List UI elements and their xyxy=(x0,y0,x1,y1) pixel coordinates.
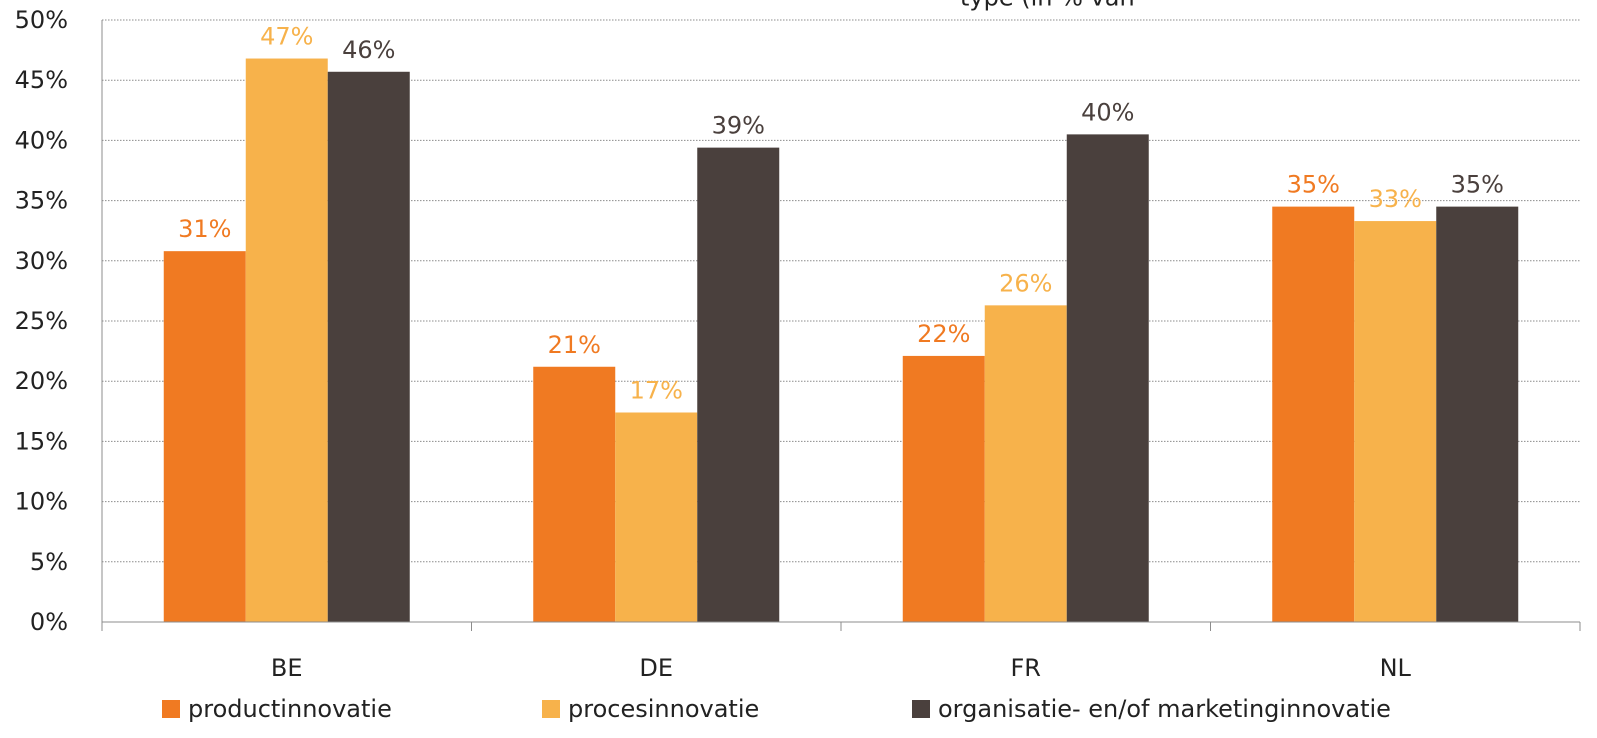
data-label: 22% xyxy=(917,320,970,348)
legend-swatch xyxy=(542,700,560,718)
data-label: 46% xyxy=(342,36,395,64)
bar-organisatie- en/of marketinginnovatie xyxy=(327,71,410,623)
data-label: 31% xyxy=(178,215,231,243)
bar-procesinnovatie xyxy=(1354,221,1437,622)
bar-productinnovatie xyxy=(533,366,616,622)
y-tick-label: 40% xyxy=(15,126,68,154)
legend: productinnovatie procesinnovatie organisat… xyxy=(162,695,1391,723)
y-tick-label: 5% xyxy=(30,548,68,576)
y-tick-label: 20% xyxy=(15,367,68,395)
data-label: 17% xyxy=(630,377,683,405)
x-axis: BE DE FR NL xyxy=(101,621,1581,682)
y-tick-label: 10% xyxy=(15,488,68,516)
legend-label: procesinnovatie xyxy=(568,695,759,723)
category-label: BE xyxy=(271,654,303,682)
bar-procesinnovatie xyxy=(984,305,1067,622)
category-label: FR xyxy=(1011,654,1041,682)
data-label: 39% xyxy=(712,112,765,140)
bar-procesinnovatie xyxy=(245,58,328,622)
y-tick-label: 15% xyxy=(15,427,68,455)
data-labels: 31% 21% 22% 35% 47% 17% 26% 33% 46% 39% 40% 35% xyxy=(178,23,1504,405)
bar-procesinnovatie xyxy=(615,412,698,622)
legend-label: productinnovatie xyxy=(188,695,392,723)
data-label: 33% xyxy=(1369,185,1422,213)
bar-productinnovatie xyxy=(902,355,985,622)
y-tick-label: 45% xyxy=(15,66,68,94)
legend-swatch xyxy=(912,700,930,718)
y-axis: 0% 5% 10% 15% 20% 25% 30% 35% 40% 45% 50% xyxy=(15,6,103,636)
y-tick-label: 50% xyxy=(15,6,68,34)
y-tick-label: 0% xyxy=(30,608,68,636)
bar-organisatie- en/of marketinginnovatie xyxy=(1436,206,1519,622)
bar-organisatie- en/of marketinginnovatie xyxy=(697,147,780,622)
data-label: 26% xyxy=(999,269,1052,297)
category-label: DE xyxy=(639,654,673,682)
data-label: 35% xyxy=(1451,171,1504,199)
chart-title: type (in % van xyxy=(960,0,1135,12)
data-label: 21% xyxy=(548,331,601,359)
data-label: 35% xyxy=(1287,171,1340,199)
y-tick-label: 35% xyxy=(15,187,68,215)
data-label: 40% xyxy=(1081,98,1134,126)
category-label: NL xyxy=(1380,654,1412,682)
legend-swatch xyxy=(162,700,180,718)
bar-productinnovatie xyxy=(163,251,246,622)
legend-label: organisatie- en/of marketinginnovatie xyxy=(938,695,1391,723)
y-tick-label: 30% xyxy=(15,247,68,275)
bar-organisatie- en/of marketinginnovatie xyxy=(1066,134,1149,622)
data-label: 47% xyxy=(260,23,313,51)
y-tick-label: 25% xyxy=(15,307,68,335)
bars xyxy=(163,58,1519,623)
bar-productinnovatie xyxy=(1272,206,1355,622)
